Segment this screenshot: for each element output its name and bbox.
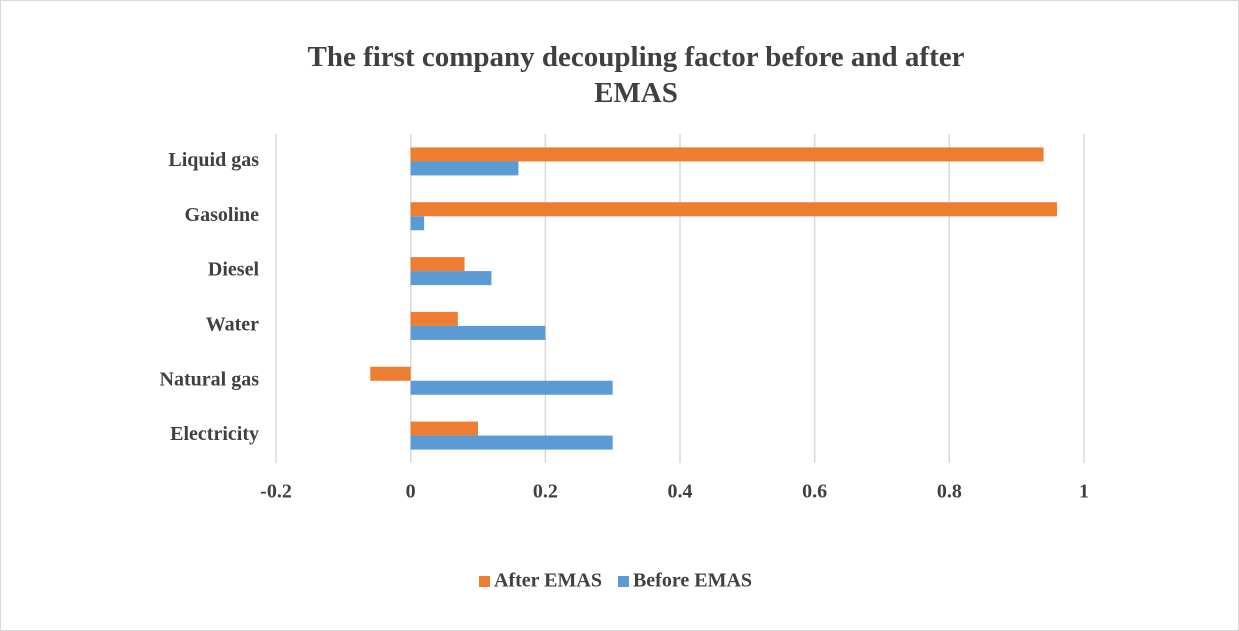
bar [410,435,613,450]
y-tick-label: Liquid gas [168,149,259,171]
x-tick-label: -0.2 [260,481,292,503]
legend-label: Before EMAS [633,570,752,592]
bar [410,311,458,326]
bar [410,161,519,176]
bar [410,380,613,395]
bar [370,366,411,381]
x-tick-label: 0 [406,481,416,503]
bar [410,257,465,272]
bar [410,202,1058,217]
y-tick-label: Electricity [170,423,259,445]
y-tick-label: Gasoline [185,204,260,226]
x-tick-label: 1 [1079,481,1089,503]
legend-swatch [617,576,629,587]
bar [410,421,478,436]
bar [410,325,546,340]
x-tick-label: 0.2 [533,481,558,503]
legend-swatch [479,576,490,587]
bar [410,216,425,231]
bar [410,147,1044,162]
x-tick-label: 0.6 [802,481,827,503]
x-tick-label: 0.4 [668,481,693,503]
chart-title: The first company decoupling factor befo… [307,41,965,109]
y-tick-label: Water [206,314,259,336]
legend-label: After EMAS [494,570,602,592]
y-tick-label: Natural gas [160,368,260,390]
bar [410,271,492,286]
x-tick-label: 0.8 [937,481,962,503]
y-tick-label: Diesel [208,259,260,281]
